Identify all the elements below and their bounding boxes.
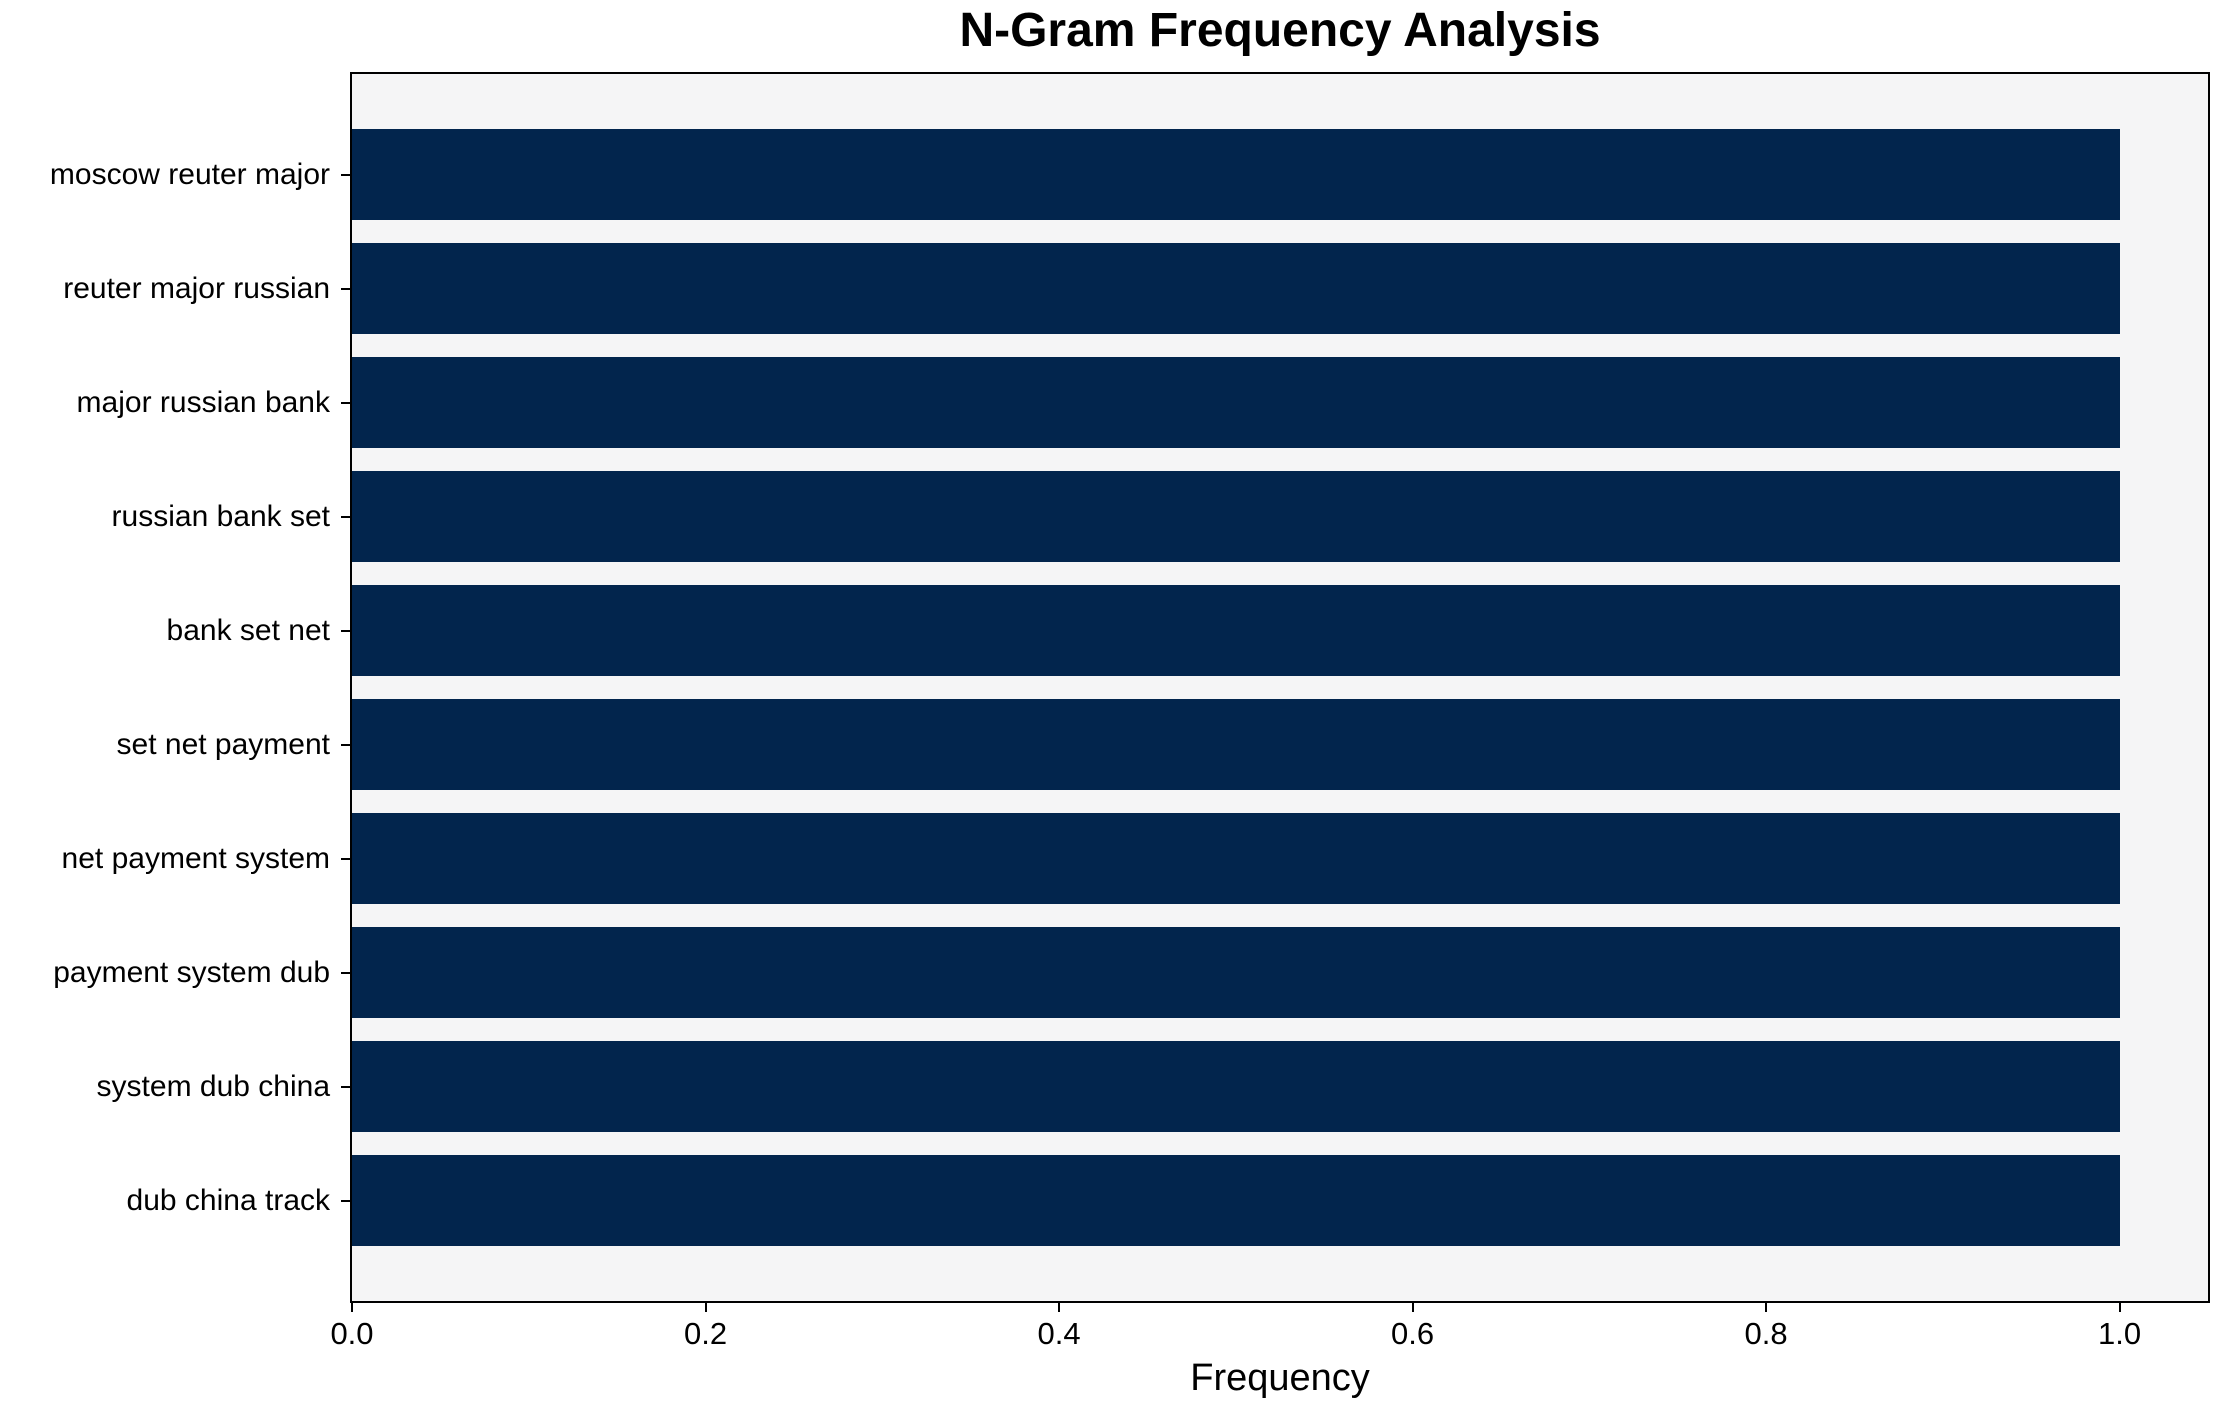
bar-row: payment system dub [53, 927, 2208, 1018]
y-tick-mark [341, 515, 350, 518]
y-tick-label: major russian bank [76, 385, 330, 419]
bar [352, 357, 2120, 448]
chart-title: N-Gram Frequency Analysis [959, 4, 1601, 57]
y-tick-mark [341, 857, 350, 860]
y-tick-label: bank set net [166, 613, 330, 647]
bar-row: russian bank set [112, 471, 2208, 562]
bar-row: reuter major russian [63, 243, 2208, 334]
y-tick-mark [341, 287, 350, 290]
x-tick-mark [1411, 1303, 1414, 1312]
y-tick-mark [341, 1085, 350, 1088]
bar-row: net payment system [62, 813, 2208, 904]
bar [352, 1041, 2120, 1132]
x-tick-mark [2118, 1303, 2121, 1312]
y-tick-mark [341, 173, 350, 176]
x-tick-label: 0.4 [1037, 1316, 1081, 1351]
bar [352, 243, 2120, 334]
bar [352, 129, 2120, 220]
y-tick-mark [341, 1199, 350, 1202]
y-tick-mark [341, 971, 350, 974]
y-tick-label: system dub china [96, 1069, 330, 1103]
y-tick-label: russian bank set [111, 499, 330, 533]
y-tick-label: set net payment [116, 727, 330, 761]
x-axis-label: Frequency [1190, 1357, 1370, 1399]
x-tick-mark [351, 1303, 353, 1312]
x-tick-mark [1058, 1303, 1061, 1312]
bar-row: bank set net [167, 585, 2208, 676]
y-tick-mark [341, 743, 350, 746]
bar-row: set net payment [117, 699, 2208, 790]
plot-area: moscow reuter major reuter major russian m… [50, 72, 2210, 1399]
bar-row: moscow reuter major [50, 129, 2208, 220]
x-tick-label: 0.8 [1744, 1316, 1788, 1351]
bar-row: system dub china [97, 1041, 2208, 1132]
bar [352, 585, 2120, 676]
bars-container: moscow reuter major reuter major russian m… [50, 74, 2208, 1301]
x-tick-label: 0.2 [683, 1316, 728, 1351]
bar [352, 699, 2120, 790]
x-tick-label: 1.0 [2098, 1316, 2142, 1351]
bar [352, 813, 2120, 904]
bar [352, 1155, 2120, 1246]
y-tick-label: moscow reuter major [49, 157, 330, 191]
y-tick-label: dub china track [126, 1183, 330, 1217]
x-tick-label: 0.6 [1391, 1316, 1435, 1351]
x-tick-label: 0.0 [330, 1316, 374, 1351]
bar-row: dub china track [127, 1155, 2208, 1246]
x-tick-mark [704, 1303, 707, 1312]
y-tick-mark [341, 401, 350, 404]
x-tick-mark [1765, 1303, 1768, 1312]
bar-row: major russian bank [77, 357, 2208, 448]
y-tick-mark [341, 629, 350, 632]
y-tick-label: payment system dub [53, 955, 330, 989]
bar [352, 471, 2120, 562]
y-tick-label: net payment system [61, 841, 330, 875]
y-tick-label: reuter major russian [63, 271, 330, 305]
bar [352, 927, 2120, 1018]
